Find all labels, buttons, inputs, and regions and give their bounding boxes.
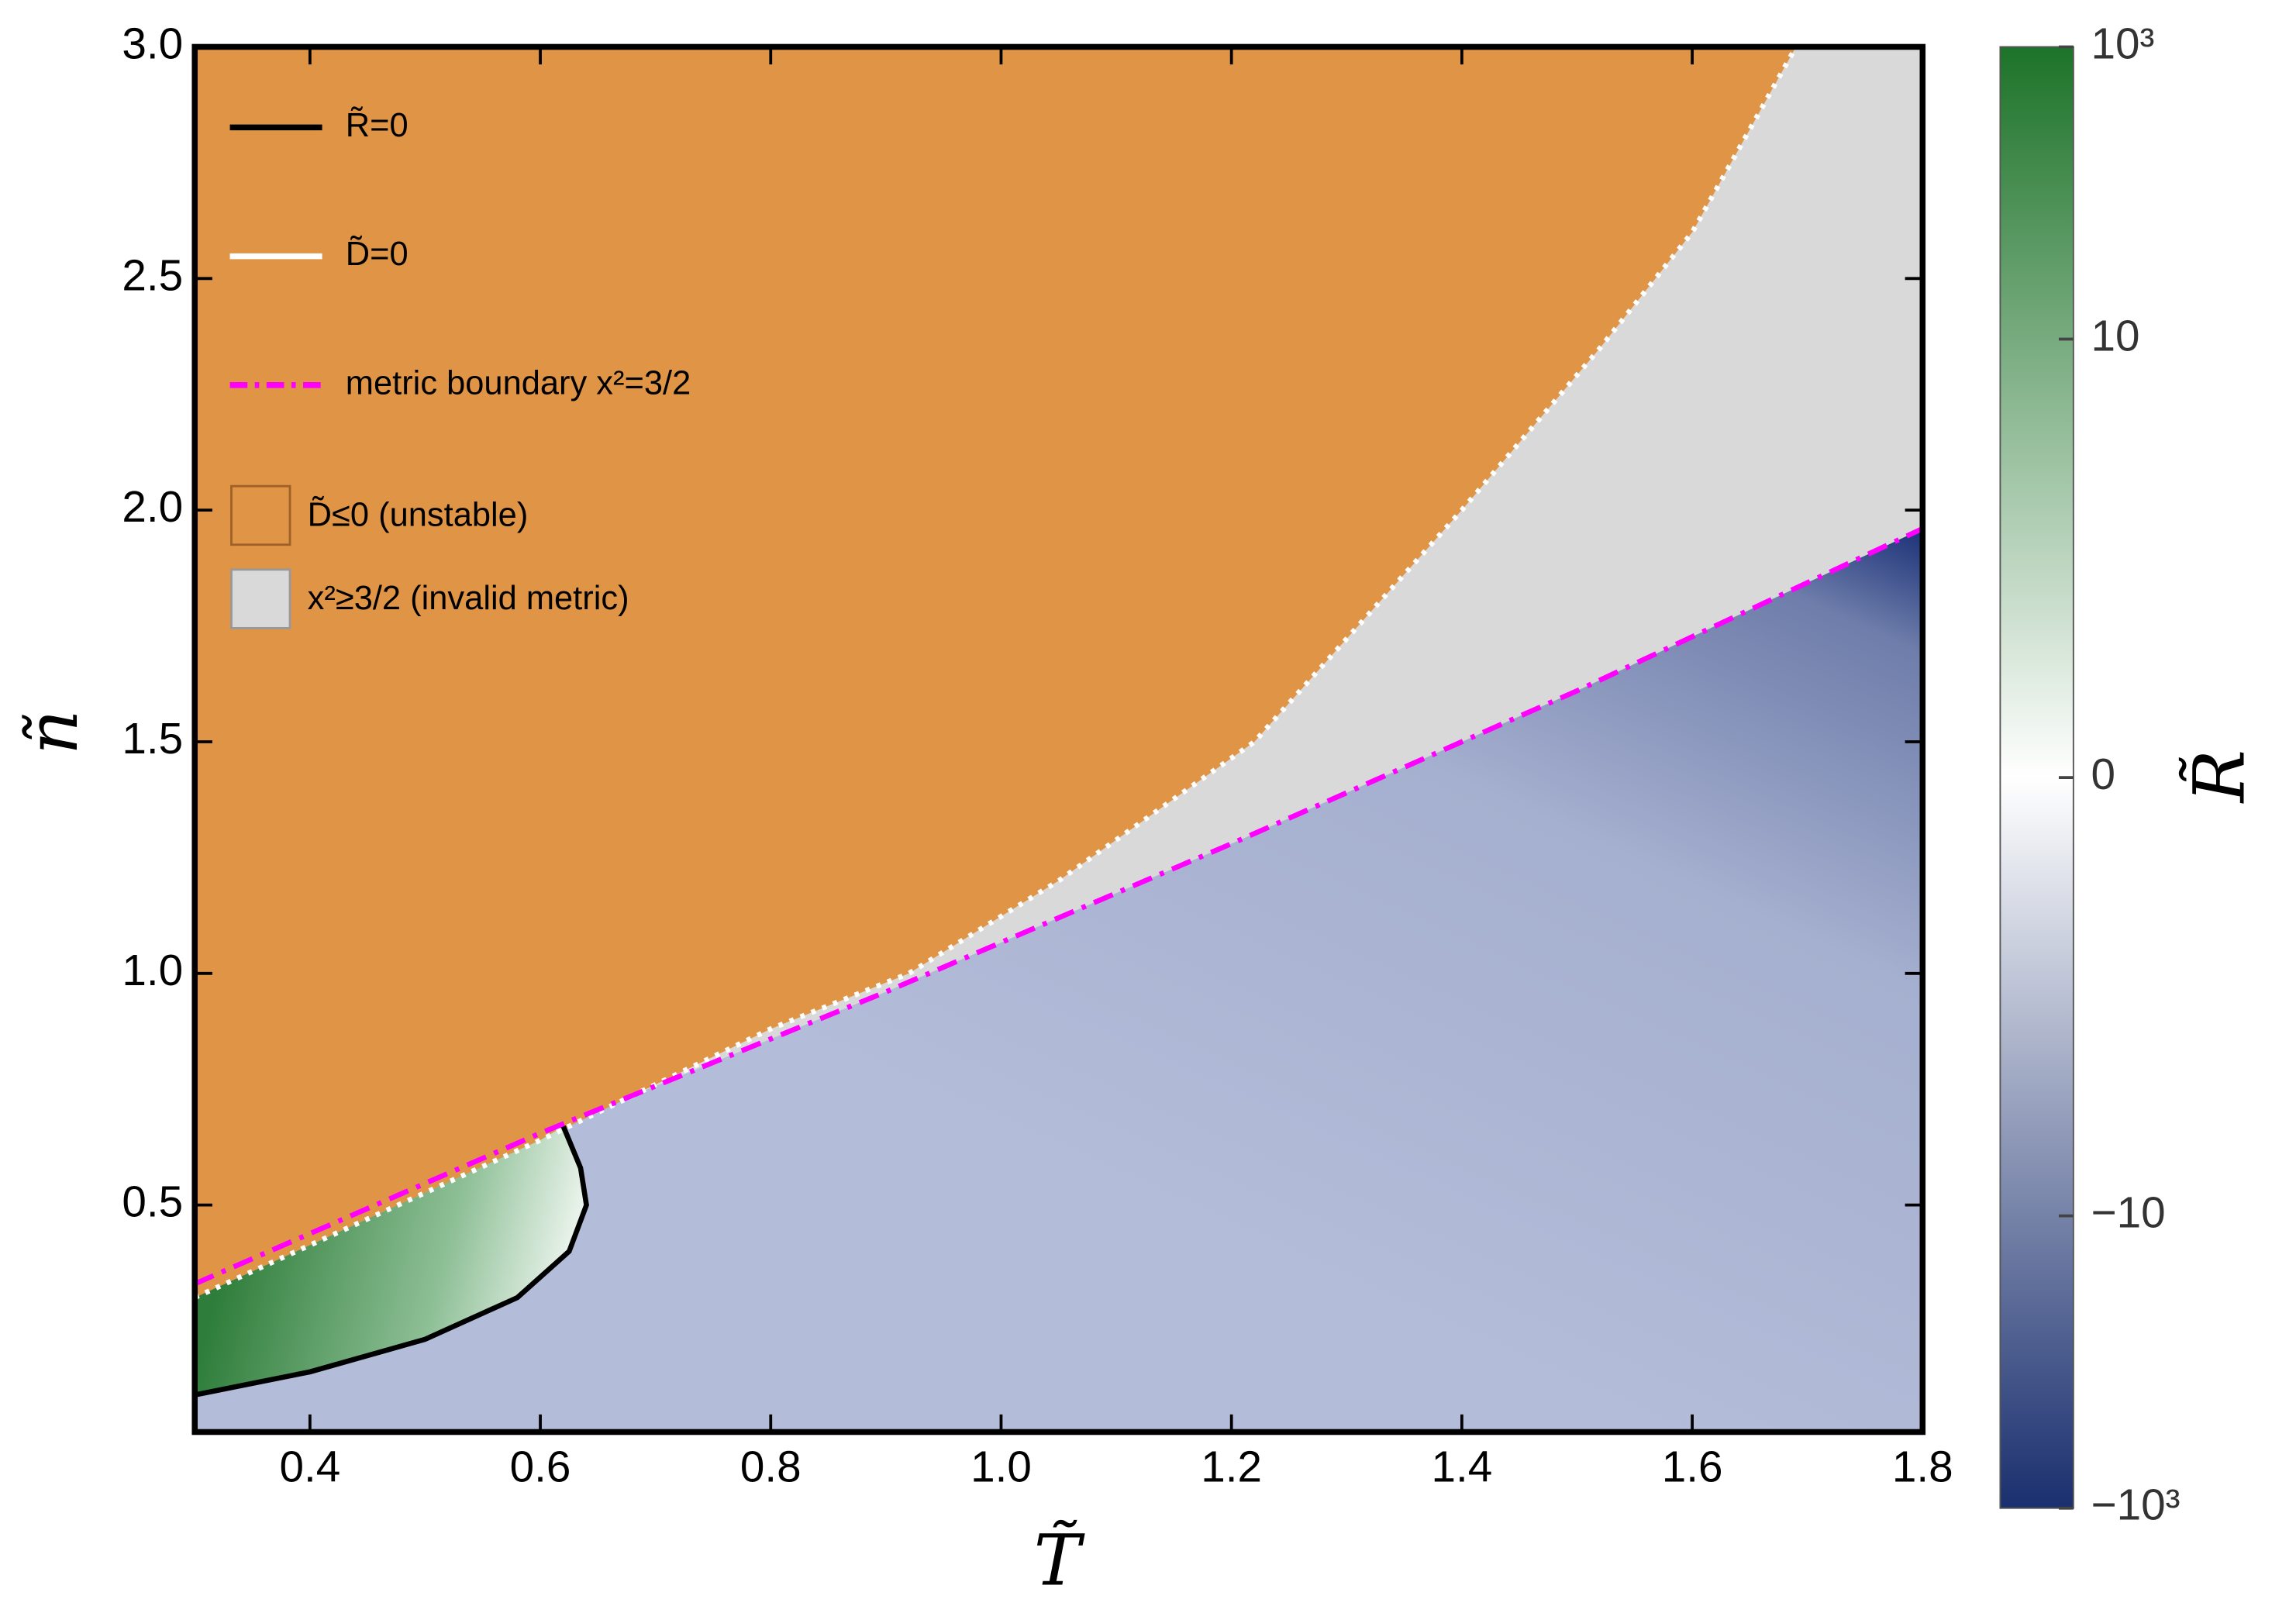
x-tick-label: 0.8: [740, 1443, 802, 1492]
curve: [195, 47, 1798, 1301]
legend-label: x²≥3/2 (invalid metric): [308, 580, 629, 617]
legend-label: R̃=0: [346, 106, 409, 144]
plot-frame: [191, 43, 1926, 1436]
colorbar-tick-label: 10: [2091, 312, 2140, 360]
y-tick-label: 2.5: [122, 251, 183, 300]
colorbar-tick-label: 10³: [2091, 19, 2155, 68]
legend-swatch: [230, 484, 291, 546]
x-tick-label: 1.6: [1662, 1443, 1723, 1492]
colorbar-tick-label: −10: [2091, 1189, 2166, 1238]
x-tick-label: 1.4: [1431, 1443, 1492, 1492]
legend-label: D̃≤0 (unstable): [308, 495, 529, 533]
overlay: 0.4 0.6 0.8 1.0 1.2 1.4 1.6 1.8 0.5 1.0 1.5 2.0 2.5 3…: [122, 19, 2180, 1529]
y-tick-label: 0.5: [122, 1178, 183, 1227]
x-tick-label: 0.4: [279, 1443, 340, 1492]
legend-label: D̃=0: [346, 235, 409, 273]
curve: [195, 526, 1923, 1287]
x-tick-label: 1.2: [1201, 1443, 1262, 1492]
colorbar-tick-label: −10³: [2091, 1481, 2181, 1530]
legend-label: metric boundary x²=3/2: [346, 364, 691, 402]
curve: [195, 1125, 589, 1398]
y-tick-label: 3.0: [122, 19, 183, 68]
y-tick-label: 1.0: [122, 946, 183, 995]
colorbar: [1999, 46, 2074, 1509]
y-axis-label: ñ: [12, 709, 94, 754]
colorbar-tick-label: 0: [2091, 750, 2116, 799]
y-tick-label: 1.5: [122, 715, 183, 763]
legend-swatch: [230, 568, 291, 629]
y-tick-label: 2.0: [122, 483, 183, 532]
x-axis-label: T̃: [1034, 1520, 1085, 1602]
x-tick-label: 1.0: [970, 1443, 1032, 1492]
plot-area: [195, 47, 1923, 1432]
x-tick-label: 1.8: [1892, 1443, 1953, 1492]
unstable-region: [195, 47, 1796, 1298]
positive-curvature-region: [195, 1126, 587, 1395]
x-tick-label: 0.6: [510, 1443, 571, 1492]
colorbar-label: R̃: [2179, 750, 2261, 804]
